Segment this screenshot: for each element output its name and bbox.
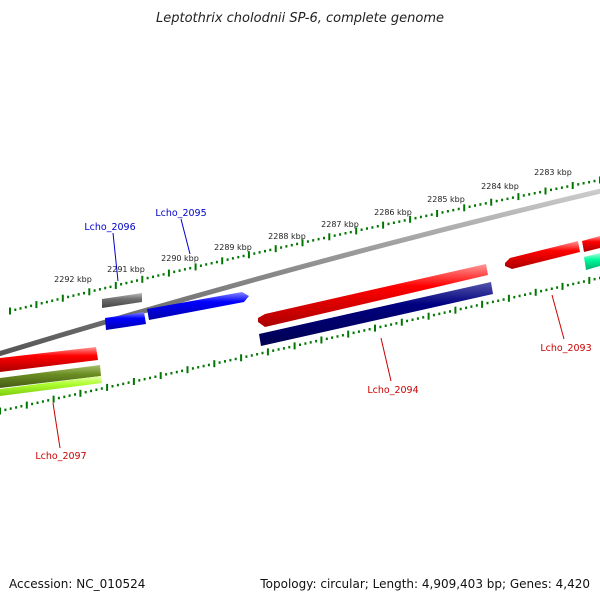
tick-label: 2289 kbp (214, 243, 252, 252)
gene-lcho-2094[interactable] (259, 282, 493, 346)
tick-label: 2283 kbp (534, 168, 572, 177)
gene-blue-small[interactable] (105, 312, 146, 330)
gene-label-lcho-2097[interactable]: Lcho_2097 (35, 451, 86, 462)
tick-label: 2290 kbp (161, 254, 199, 263)
map-title: Leptothrix cholodnii SP-6, complete geno… (156, 11, 444, 26)
tick-label: 2284 kbp (481, 182, 519, 191)
gene-label-lcho-2096[interactable]: Lcho_2096 (84, 222, 135, 233)
gene-red-right[interactable] (505, 241, 580, 269)
tick-labels: 2283 kbp 2284 kbp 2285 kbp 2286 kbp 2287… (54, 168, 572, 284)
tick-label: 2292 kbp (54, 275, 92, 284)
leader-line-lcho-2093 (551, 294, 565, 340)
leader-line-lcho-2095 (180, 218, 191, 255)
gene-label-lcho-2094[interactable]: Lcho_2094 (367, 385, 418, 396)
tick-label: 2286 kbp (374, 208, 412, 217)
gene-red-mid[interactable] (258, 264, 488, 327)
gene-olive-left[interactable] (0, 365, 101, 388)
upper-tick-scale (9, 176, 600, 315)
accession-label: Accession: NC_010524 (9, 577, 146, 591)
gene-lcho-2097[interactable] (0, 347, 98, 372)
leader-line-lcho-2094 (380, 337, 392, 382)
gene-teal-edge[interactable] (584, 253, 600, 270)
tick-label: 2288 kbp (268, 232, 306, 241)
gene-red-edge[interactable] (582, 236, 600, 252)
genome-summary: Topology: circular; Length: 4,909,403 bp… (260, 577, 590, 591)
leader-line-lcho-2097 (52, 402, 61, 449)
tick-label: 2287 kbp (321, 220, 359, 229)
leader-line-lcho-2096 (112, 232, 119, 282)
tick-label: 2291 kbp (107, 265, 145, 274)
genome-backbone (0, 188, 600, 357)
gene-lcho-2096[interactable] (102, 293, 142, 308)
gene-label-lcho-2095[interactable]: Lcho_2095 (155, 208, 206, 219)
tick-label: 2285 kbp (427, 195, 465, 204)
gene-lcho-2095[interactable] (147, 292, 249, 320)
gene-lime-left[interactable] (0, 376, 102, 396)
lower-tick-scale (0, 276, 600, 415)
gene-label-lcho-2093[interactable]: Lcho_2093 (540, 343, 591, 354)
